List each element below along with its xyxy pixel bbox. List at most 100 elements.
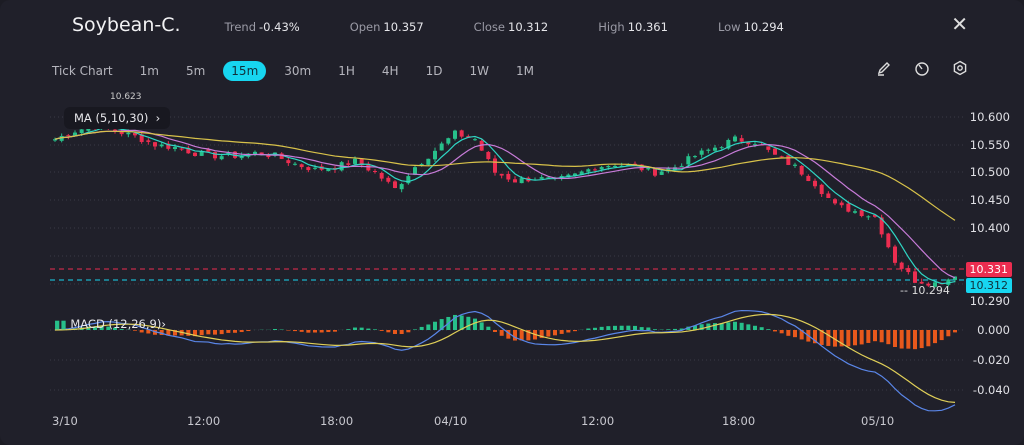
- macd-histogram-bar: [426, 324, 431, 330]
- candle: [733, 136, 737, 142]
- candle: [199, 151, 204, 156]
- macd-histogram-bar: [379, 330, 384, 331]
- macd-histogram-bar: [466, 316, 471, 330]
- tab-1h[interactable]: 1H: [338, 64, 355, 78]
- macd-indicator-button[interactable]: ▮▮ MACD (12,26,9)›: [54, 317, 166, 331]
- macd-histogram-bar: [773, 330, 777, 332]
- candle: [486, 152, 491, 160]
- candle: [133, 132, 137, 136]
- candle: [766, 146, 771, 150]
- macd-histogram-bar: [753, 325, 757, 330]
- high-stat: High 10.361: [598, 20, 668, 34]
- candle: [139, 134, 144, 142]
- candle: [919, 281, 924, 284]
- ma-indicator-button[interactable]: MA (5,10,30) ›: [64, 107, 171, 129]
- candle: [546, 177, 551, 179]
- tab-tick-chart[interactable]: Tick Chart: [52, 64, 113, 78]
- pencil-icon[interactable]: [876, 60, 892, 76]
- tab-1m[interactable]: 1M: [515, 64, 534, 78]
- candle: [113, 129, 117, 132]
- macd-histogram-bar: [246, 330, 251, 332]
- time-tick: 12:00: [581, 414, 615, 428]
- chart-tools: [876, 60, 968, 76]
- candle: [773, 148, 777, 155]
- macd-histogram-bar: [326, 330, 331, 333]
- candle: [613, 165, 617, 167]
- macd-histogram-bar: [633, 325, 637, 330]
- timer-icon[interactable]: [914, 60, 930, 76]
- tab-1w[interactable]: 1W: [469, 64, 489, 78]
- macd-histogram-bar: [386, 330, 391, 333]
- macd-histogram-bar: [513, 330, 517, 341]
- prev-price-tag: 10.331: [965, 262, 1012, 277]
- candle: [746, 142, 751, 145]
- macd-histogram-bar: [526, 330, 531, 341]
- macd-histogram-bar: [586, 328, 591, 330]
- candle: [406, 176, 411, 184]
- candle: [913, 271, 917, 283]
- candle: [753, 144, 757, 146]
- candle: [513, 179, 517, 183]
- candle: [186, 147, 191, 154]
- candle: [266, 154, 271, 158]
- macd-histogram-bar: [546, 330, 551, 337]
- macd-histogram-bar: [93, 326, 97, 330]
- macd-histogram-bar: [286, 330, 291, 331]
- price-tick: 10.400: [969, 221, 1010, 235]
- candle: [459, 130, 464, 137]
- candle: [933, 282, 937, 287]
- macd-histogram-bar: [373, 329, 377, 330]
- candle: [373, 171, 377, 173]
- macd-histogram-bar: [539, 330, 544, 338]
- candle: [579, 171, 584, 175]
- macd-dif-line: [54, 309, 956, 412]
- macd-histogram-bar: [953, 330, 957, 333]
- candle: [646, 167, 651, 170]
- macd-histogram-bar: [119, 329, 124, 330]
- tab-15m[interactable]: 15m: [223, 61, 267, 81]
- candle: [346, 163, 351, 165]
- macd-histogram-bar: [459, 315, 464, 330]
- macd-histogram-bar: [699, 324, 704, 330]
- macd-histogram-bar: [406, 330, 411, 333]
- macd-histogram-bar: [899, 330, 904, 349]
- macd-histogram-bar: [813, 330, 817, 344]
- candle: [953, 276, 957, 280]
- macd-histogram-bar: [693, 325, 697, 330]
- tab-5m[interactable]: 5m: [185, 64, 206, 78]
- tab-1m[interactable]: 1m: [139, 64, 159, 78]
- candle: [619, 165, 624, 167]
- macd-histogram-bar: [646, 327, 651, 330]
- symbol-title: Soybean-C.: [72, 14, 181, 36]
- candle: [239, 155, 244, 159]
- candle: [719, 147, 724, 149]
- candle: [686, 156, 691, 165]
- candle: [173, 147, 177, 150]
- candle: [833, 199, 837, 204]
- close-icon[interactable]: ✕: [951, 12, 968, 36]
- macd-histogram-bar: [826, 330, 831, 346]
- macd-histogram-bar: [199, 330, 204, 336]
- macd-histogram-bar: [333, 330, 337, 332]
- tab-30m[interactable]: 30m: [284, 64, 312, 78]
- macd-histogram-bar: [853, 330, 857, 346]
- ma10-line: [54, 129, 956, 279]
- macd-histogram-bar: [879, 330, 884, 343]
- macd-histogram-bar: [506, 330, 511, 339]
- candle: [313, 167, 317, 169]
- settings-icon[interactable]: [952, 60, 968, 76]
- macd-histogram-bar: [226, 330, 231, 333]
- macd-dea-line: [54, 313, 956, 403]
- macd-histogram-bar: [193, 330, 197, 337]
- price-tick: 10.550: [969, 138, 1010, 152]
- tab-4h[interactable]: 4H: [381, 64, 399, 78]
- open-stat: Open 10.357: [349, 20, 424, 34]
- high-marker: 10.623: [110, 92, 142, 102]
- tab-1d[interactable]: 1D: [425, 64, 443, 78]
- macd-histogram-bar: [399, 330, 404, 335]
- timeframe-tabs: Tick Chart 1m 5m 15m 30m 1H 4H 1D 1W 1M: [52, 61, 561, 81]
- macd-histogram-bar: [173, 330, 177, 336]
- candle: [359, 158, 364, 166]
- candle: [66, 135, 71, 137]
